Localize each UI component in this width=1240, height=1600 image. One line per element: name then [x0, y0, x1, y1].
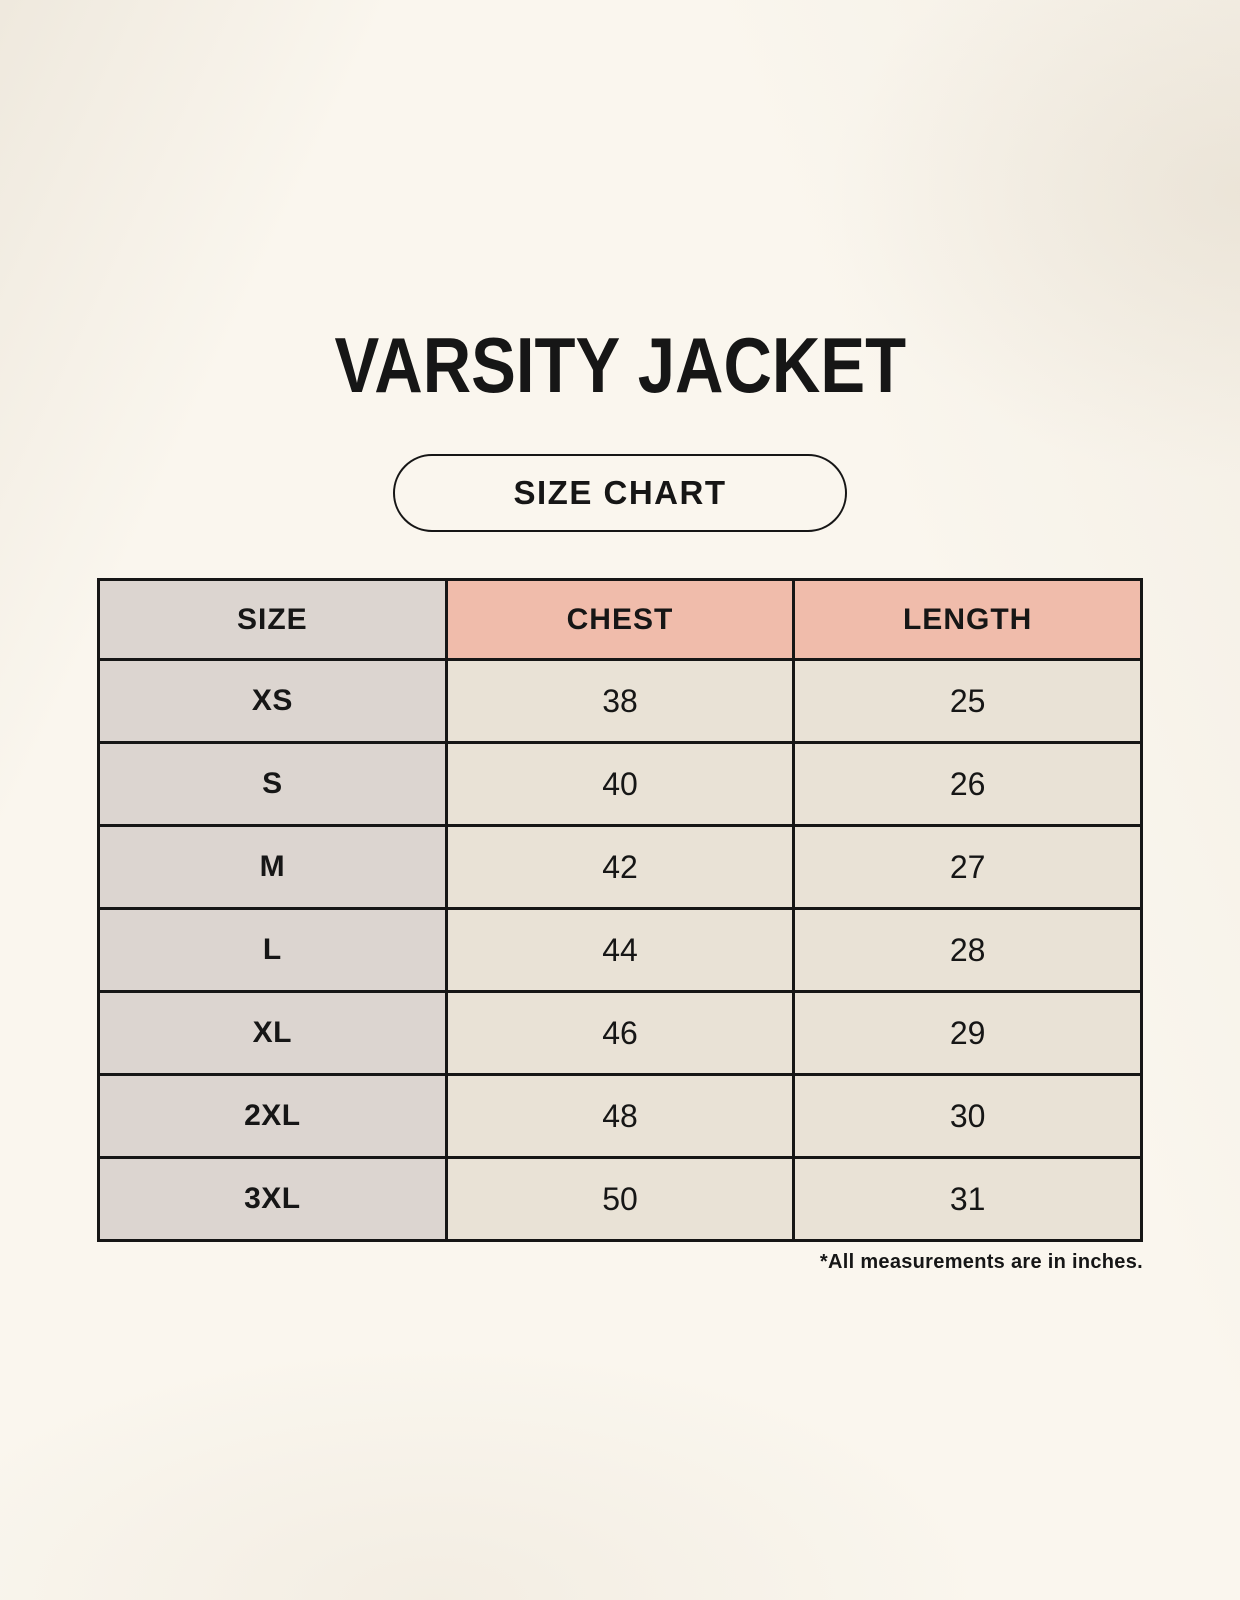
length-cell: 27 [792, 824, 1143, 910]
chest-cell: 42 [444, 824, 796, 910]
size-cell: M [97, 824, 448, 910]
length-cell: 29 [792, 990, 1143, 1076]
size-cell: L [97, 907, 448, 993]
chest-cell: 50 [444, 1156, 796, 1242]
column-header-chest: CHEST [444, 578, 796, 661]
length-cell: 30 [792, 1073, 1143, 1159]
size-chart-table: SIZE CHEST LENGTH XS 38 25 S 40 26 M 42 … [97, 578, 1143, 1242]
size-cell: XS [97, 658, 448, 744]
measurements-footnote: *All measurements are in inches. [819, 1251, 1143, 1273]
size-cell: 2XL [97, 1073, 448, 1159]
table-row: 2XL 48 30 [97, 1073, 1143, 1159]
chest-cell: 38 [444, 658, 796, 744]
table-row: S 40 26 [97, 741, 1143, 827]
size-cell: XL [97, 990, 448, 1076]
length-cell: 31 [792, 1156, 1143, 1242]
length-cell: 25 [792, 658, 1143, 744]
table-row: 3XL 50 31 [97, 1156, 1143, 1242]
size-cell: S [97, 741, 448, 827]
chest-cell: 44 [444, 907, 796, 993]
chest-cell: 48 [444, 1073, 796, 1159]
table-row: M 42 27 [97, 824, 1143, 910]
page-title: VARSITY JACKET [97, 326, 1143, 404]
table-row: XL 46 29 [97, 990, 1143, 1076]
size-chart-badge[interactable]: SIZE CHART [393, 454, 847, 532]
table-row: L 44 28 [97, 907, 1143, 993]
length-cell: 28 [792, 907, 1143, 993]
table-header-row: SIZE CHEST LENGTH [97, 578, 1143, 661]
table-row: XS 38 25 [97, 658, 1143, 744]
size-cell: 3XL [97, 1156, 448, 1242]
chest-cell: 46 [444, 990, 796, 1076]
chest-cell: 40 [444, 741, 796, 827]
column-header-size: SIZE [97, 578, 448, 661]
length-cell: 26 [792, 741, 1143, 827]
size-chart-page: VARSITY JACKET SIZE CHART SIZE CHEST LEN… [97, 0, 1143, 1274]
size-chart-badge-label: SIZE CHART [513, 474, 727, 511]
page-title-text: VARSITY JACKET [334, 321, 906, 409]
column-header-length: LENGTH [792, 578, 1143, 661]
